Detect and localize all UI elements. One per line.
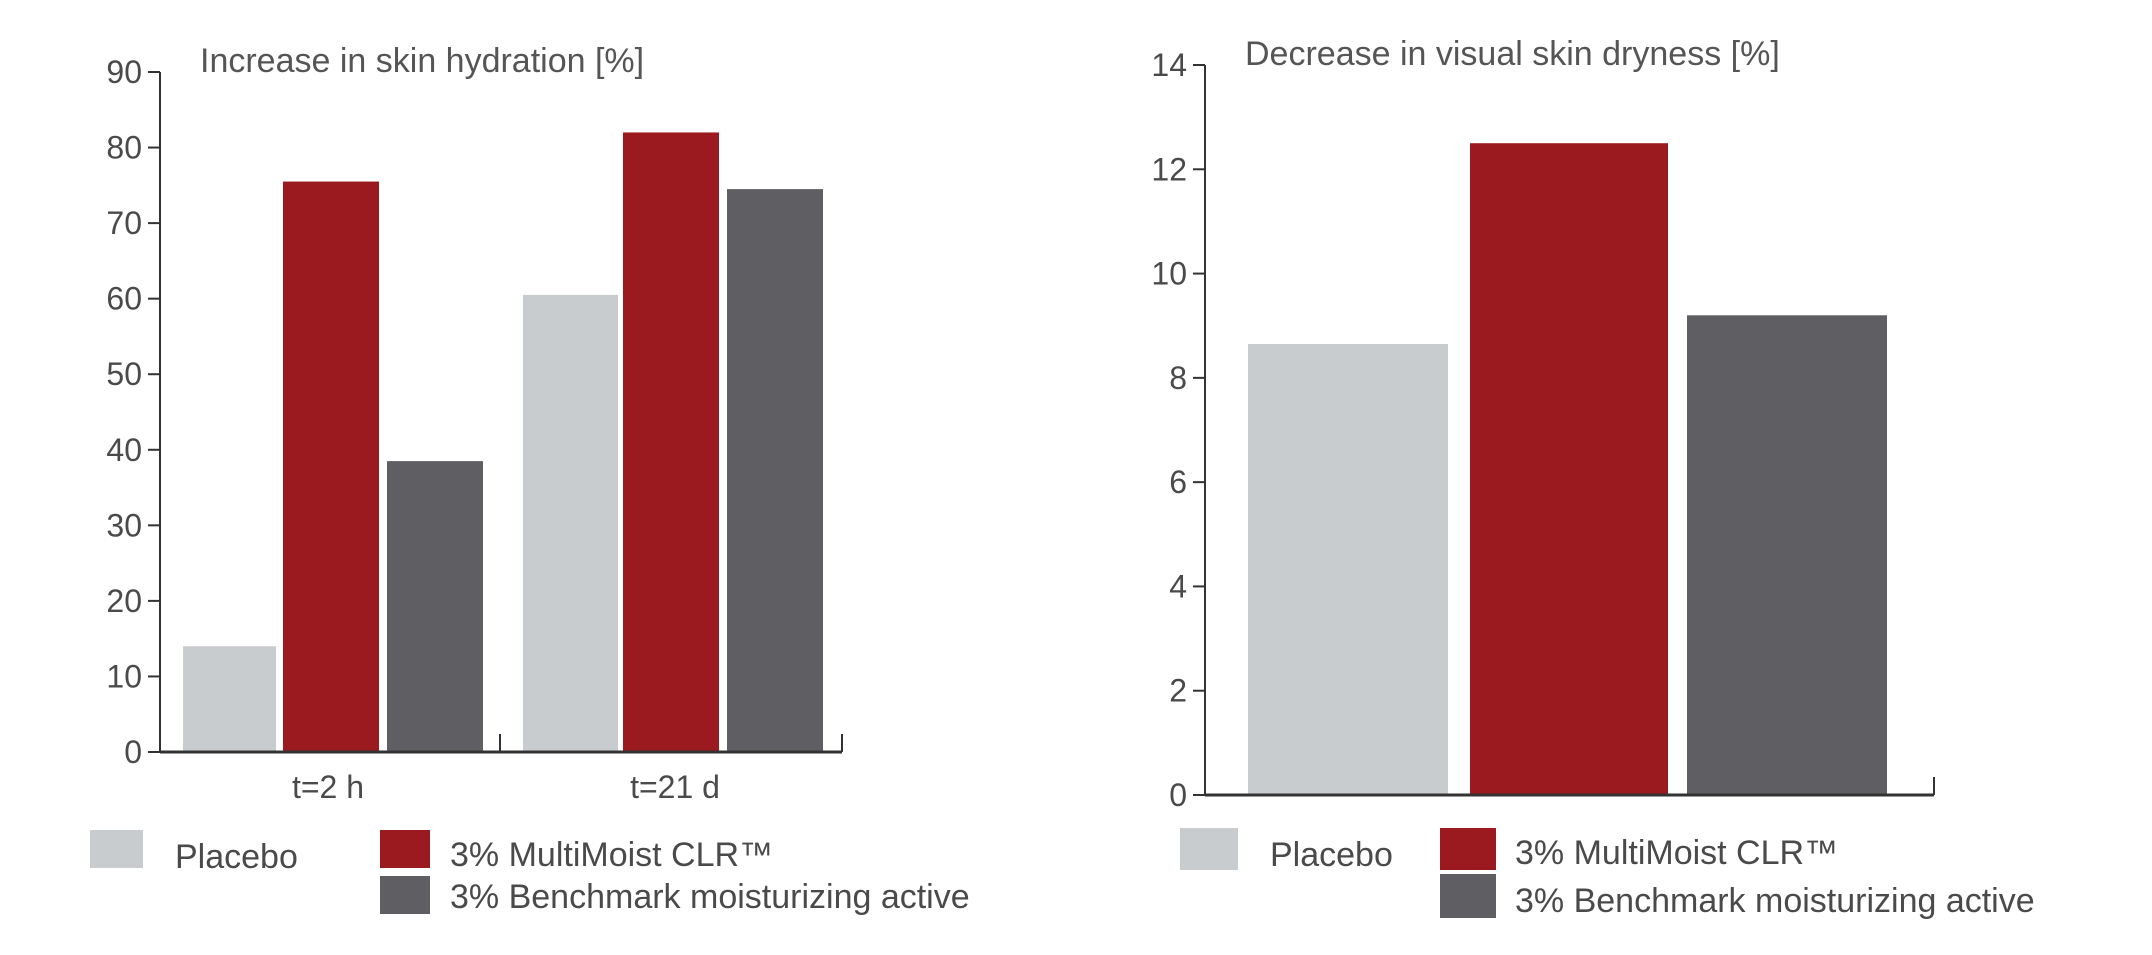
dryness-bars bbox=[1248, 143, 1887, 795]
dryness-y-tick-label: 8 bbox=[1169, 360, 1187, 396]
hydration-y-tick-label: 40 bbox=[106, 432, 142, 468]
dryness-bar-benchmark bbox=[1687, 315, 1887, 795]
dryness-y-tick-label: 6 bbox=[1169, 464, 1187, 500]
hydration-y-tick-label: 50 bbox=[106, 356, 142, 392]
hydration-y-tick-label: 10 bbox=[106, 658, 142, 694]
hydration-legend-label-benchmark: 3% Benchmark moisturizing active bbox=[450, 878, 970, 916]
hydration-legend-label-multimoist: 3% MultiMoist CLR™ bbox=[450, 836, 773, 874]
hydration-legend-swatch-multimoist bbox=[380, 830, 430, 868]
hydration-y-tick-label: 70 bbox=[106, 205, 142, 241]
dryness-chart-title: Decrease in visual skin dryness [%] bbox=[1245, 35, 1780, 73]
hydration-y-tick-label: 0 bbox=[124, 734, 142, 770]
hydration-bar-placebo bbox=[523, 294, 618, 752]
hydration-bar-multimoist bbox=[623, 132, 719, 752]
dryness-y-tick-label: 12 bbox=[1151, 151, 1187, 187]
dryness-legend: Placebo 3% MultiMoist CLR™ 3% Benchmark … bbox=[1180, 828, 2035, 920]
hydration-y-tick-label: 80 bbox=[106, 130, 142, 166]
hydration-bars bbox=[183, 132, 823, 753]
dryness-y-tick-label: 2 bbox=[1169, 673, 1187, 709]
dryness-legend-label-benchmark: 3% Benchmark moisturizing active bbox=[1515, 882, 2035, 920]
hydration-x-category-label: t=2 h bbox=[292, 769, 364, 805]
hydration-y-axis: 0 10 20 30 40 50 60 70 80 90 bbox=[106, 54, 161, 770]
dryness-y-tick-label: 4 bbox=[1169, 568, 1187, 604]
hydration-legend-swatch-benchmark bbox=[380, 876, 430, 914]
hydration-bar-benchmark bbox=[387, 461, 483, 752]
hydration-y-tick-label: 90 bbox=[106, 54, 142, 90]
hydration-legend-label-placebo: Placebo bbox=[175, 838, 298, 876]
dryness-chart: Decrease in visual skin dryness [%] 0 2 4 6… bbox=[1151, 35, 2034, 920]
dryness-legend-swatch-placebo bbox=[1180, 828, 1238, 870]
dryness-y-axis: 0 2 4 6 8 10 12 14 bbox=[1151, 47, 1206, 813]
dryness-y-tick-label: 14 bbox=[1151, 47, 1187, 83]
hydration-chart-title: Increase in skin hydration [%] bbox=[200, 42, 644, 80]
dryness-x-axis bbox=[1205, 777, 1935, 797]
dryness-bar-multimoist bbox=[1470, 143, 1668, 795]
hydration-bar-benchmark bbox=[727, 189, 823, 753]
hydration-y-tick-label: 20 bbox=[106, 583, 142, 619]
hydration-x-category-label: t=21 d bbox=[630, 769, 720, 805]
dryness-legend-label-multimoist: 3% MultiMoist CLR™ bbox=[1515, 834, 1838, 872]
hydration-bar-multimoist bbox=[283, 181, 379, 753]
dryness-y-tick-label: 10 bbox=[1151, 256, 1187, 292]
dryness-legend-swatch-benchmark bbox=[1440, 874, 1496, 918]
hydration-legend-swatch-placebo bbox=[90, 830, 143, 868]
dryness-legend-swatch-multimoist bbox=[1440, 828, 1496, 870]
dryness-bar-placebo bbox=[1248, 343, 1448, 795]
hydration-x-axis: t=2 h t=21 d bbox=[160, 734, 843, 805]
dryness-y-tick-label: 0 bbox=[1169, 777, 1187, 813]
hydration-bar-placebo bbox=[183, 646, 276, 752]
dryness-legend-label-placebo: Placebo bbox=[1270, 836, 1393, 874]
hydration-chart: Increase in skin hydration [%] 0 10 20 30 40… bbox=[90, 42, 970, 916]
hydration-y-tick-label: 30 bbox=[106, 507, 142, 543]
hydration-legend: Placebo 3% MultiMoist CLR™ 3% Benchmark … bbox=[90, 830, 970, 916]
hydration-y-tick-label: 60 bbox=[106, 281, 142, 317]
